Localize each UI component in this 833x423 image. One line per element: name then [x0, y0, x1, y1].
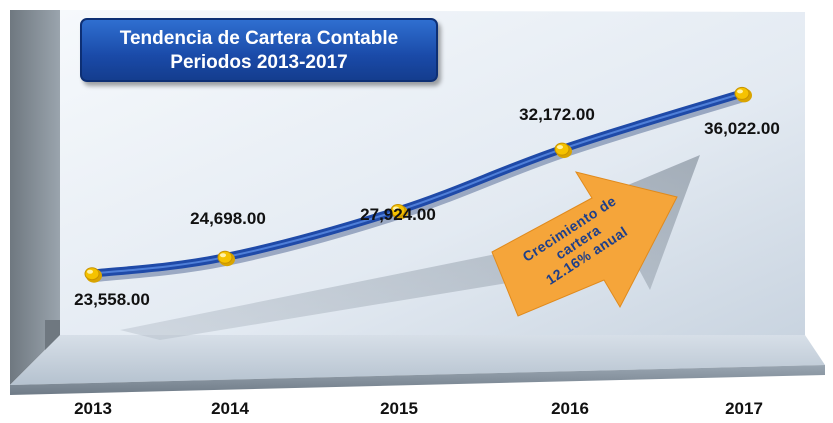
- data-label-2013: 23,558.00: [74, 290, 150, 309]
- floor-front-edge: [10, 365, 825, 395]
- left-wall: [10, 10, 60, 385]
- data-label-2014: 24,698.00: [190, 209, 266, 228]
- data-point-2016: [554, 142, 572, 159]
- markers: [84, 86, 752, 283]
- x-tick-2016: 2016: [551, 399, 589, 418]
- x-tick-2015: 2015: [380, 399, 418, 418]
- floor: [10, 335, 825, 385]
- data-labels: 23,558.00 24,698.00 27,924.00 32,172.00 36,0…: [74, 105, 780, 309]
- floor-step: [45, 320, 60, 350]
- data-point-2014: [217, 250, 235, 267]
- x-tick-2013: 2013: [74, 399, 112, 418]
- x-axis-ticks: 2013 2014 2015 2016 2017: [74, 399, 763, 418]
- chart-title: Tendencia de Cartera Contable: [119, 28, 399, 49]
- data-label-2016: 32,172.00: [519, 105, 595, 124]
- growth-arrow: [491, 171, 678, 317]
- data-point-2015: [390, 204, 408, 220]
- data-point-2013: [84, 267, 102, 283]
- chart-title-box: Tendencia de Cartera Contable Periodos 2…: [80, 18, 438, 82]
- x-tick-2014: 2014: [211, 399, 249, 418]
- data-label-2017: 36,022.00: [704, 119, 780, 138]
- chart-subtitle: Periodos 2013-2017: [170, 52, 348, 73]
- x-tick-2017: 2017: [725, 399, 763, 418]
- data-label-2015: 27,924.00: [360, 205, 436, 224]
- data-point-2017: [734, 86, 752, 103]
